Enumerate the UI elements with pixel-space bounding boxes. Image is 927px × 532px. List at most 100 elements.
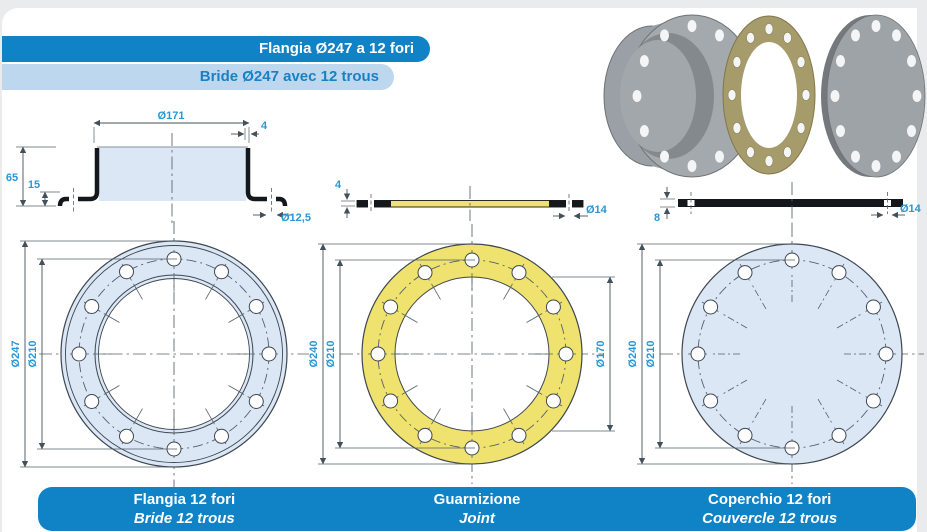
- bolt-hole: [261, 346, 277, 362]
- inner-tick: [103, 313, 120, 323]
- part-fill: [361, 243, 583, 465]
- inner-tick: [503, 408, 513, 425]
- bolt-hole-3d: [660, 29, 669, 42]
- bolt-hole: [214, 428, 229, 444]
- diameter-dimension: Ø210: [645, 259, 795, 449]
- footer-cover-fr: Couvercle 12 trous: [702, 510, 838, 527]
- footer-flange-fr: Bride 12 trous: [133, 510, 235, 527]
- footer-gasket-it: Guarnizione: [433, 491, 521, 508]
- bolt-hole: [865, 299, 881, 315]
- dim-label-cover-thickness: 8: [654, 212, 660, 224]
- radial-centerline: [720, 312, 748, 329]
- assembly-3d-render: [603, 14, 926, 178]
- inner-tick: [503, 283, 513, 300]
- dim-label-hole-diameter: Ø12,5: [281, 212, 311, 224]
- footer-gasket-fr: Joint: [459, 510, 495, 527]
- inner-tick: [228, 313, 245, 323]
- diameter-dimension: Ø247: [10, 240, 177, 468]
- bolt-hole: [214, 264, 229, 280]
- footer-bar: Flangia 12 fori Bride 12 trous Guarnizio…: [38, 487, 916, 531]
- gasket-section-seg: [374, 200, 391, 208]
- footer-label-flange: Flangia 12 fori Bride 12 trous: [38, 487, 331, 531]
- radial-centerline: [836, 312, 864, 329]
- dim-label-diameter: Ø247: [10, 341, 22, 368]
- bolt-hole: [383, 299, 399, 315]
- dim-label-gasket-thickness: 4: [335, 179, 342, 191]
- inner-tick: [133, 408, 143, 425]
- inner-tick: [103, 385, 120, 395]
- bolt-hole-3d: [764, 23, 774, 35]
- bolt-hole-3d: [835, 55, 845, 67]
- part-fill: [61, 241, 287, 467]
- bolt-hole-3d: [835, 125, 845, 137]
- gasket-3d-hole: [741, 42, 797, 148]
- bolt-hole: [737, 265, 753, 281]
- title-french: Bride Ø247 avec 12 trous: [199, 68, 379, 85]
- bolt-hole-3d: [715, 29, 724, 42]
- gasket-section-seg: [549, 200, 566, 208]
- inner-tick: [205, 408, 215, 425]
- bolt-hole: [737, 427, 753, 443]
- outer-edge: [65, 245, 283, 463]
- bolt-hole-3d: [632, 90, 642, 102]
- bolt-hole-3d: [687, 20, 697, 32]
- diameter-dimension: Ø240: [627, 243, 795, 465]
- diameter-dimension: Ø240: [308, 243, 475, 465]
- bolt-hole-3d: [851, 150, 860, 163]
- bolt-hole: [703, 393, 719, 409]
- bolt-hole: [248, 394, 264, 409]
- bolt-hole: [119, 428, 134, 444]
- inner-tick: [526, 385, 543, 395]
- footer-label-cover: Coperchio 12 fori Couvercle 12 trous: [623, 487, 916, 531]
- banner-title-french: Bride Ø247 avec 12 trous: [2, 64, 394, 90]
- bolt-hole: [831, 427, 847, 443]
- bolt-hole-3d: [783, 146, 792, 158]
- dim-label-cover-hole: Ø14: [900, 203, 922, 215]
- bolt-hole-3d: [639, 125, 649, 137]
- bolt-hole-3d: [907, 125, 917, 137]
- bolt-hole: [370, 346, 386, 362]
- gasket-front-view: [340, 224, 604, 484]
- gasket-3d: [722, 15, 816, 175]
- bolt-hole-3d: [732, 122, 742, 134]
- inner-tick: [401, 385, 418, 395]
- bolt-hole-3d: [796, 56, 806, 68]
- part-fill: [682, 244, 902, 464]
- cover-section-view: 8 Ø14: [654, 182, 922, 224]
- bolt-hole: [831, 265, 847, 281]
- bolt-hole: [558, 346, 574, 362]
- bolt-hole: [511, 265, 527, 281]
- footer-flange-it: Flangia 12 fori: [133, 491, 236, 508]
- bolt-hole: [690, 346, 706, 362]
- cover-front-view: [660, 224, 924, 484]
- dim-label-top-diameter: Ø171: [158, 110, 185, 122]
- bolt-hole-3d: [746, 32, 755, 44]
- footer-label-gasket: Guarnizione Joint: [331, 487, 624, 531]
- bolt-hole-3d: [764, 155, 774, 167]
- radial-centerline: [750, 398, 767, 426]
- inner-tick: [431, 408, 441, 425]
- flange-3d-bore-inner: [620, 40, 696, 152]
- bolt-hole: [248, 299, 264, 314]
- bolt-hole-3d: [660, 150, 669, 163]
- bolt-hole-3d: [727, 89, 737, 101]
- dim-label-diameter: Ø210: [27, 341, 39, 368]
- cover-3d-face: [826, 14, 926, 178]
- flange-section-cavity: [99, 147, 246, 201]
- cover-section-hole: [884, 200, 891, 206]
- bolt-hole-3d: [687, 160, 697, 172]
- diameter-dimension: Ø210: [27, 258, 177, 450]
- flange-front-view: [39, 221, 309, 487]
- radial-centerline: [817, 398, 834, 426]
- flange-section-hole-right: [267, 195, 276, 204]
- bolt-hole: [84, 394, 100, 409]
- bolt-hole: [865, 393, 881, 409]
- bolt-hole-3d: [892, 29, 901, 42]
- bolt-hole-3d: [783, 32, 792, 44]
- bolt-hole-3d: [907, 55, 917, 67]
- dim-label-flange-height: 15: [28, 179, 40, 191]
- bolt-hole: [545, 393, 561, 409]
- inner-tick: [205, 283, 215, 300]
- bolt-hole-3d: [715, 150, 724, 163]
